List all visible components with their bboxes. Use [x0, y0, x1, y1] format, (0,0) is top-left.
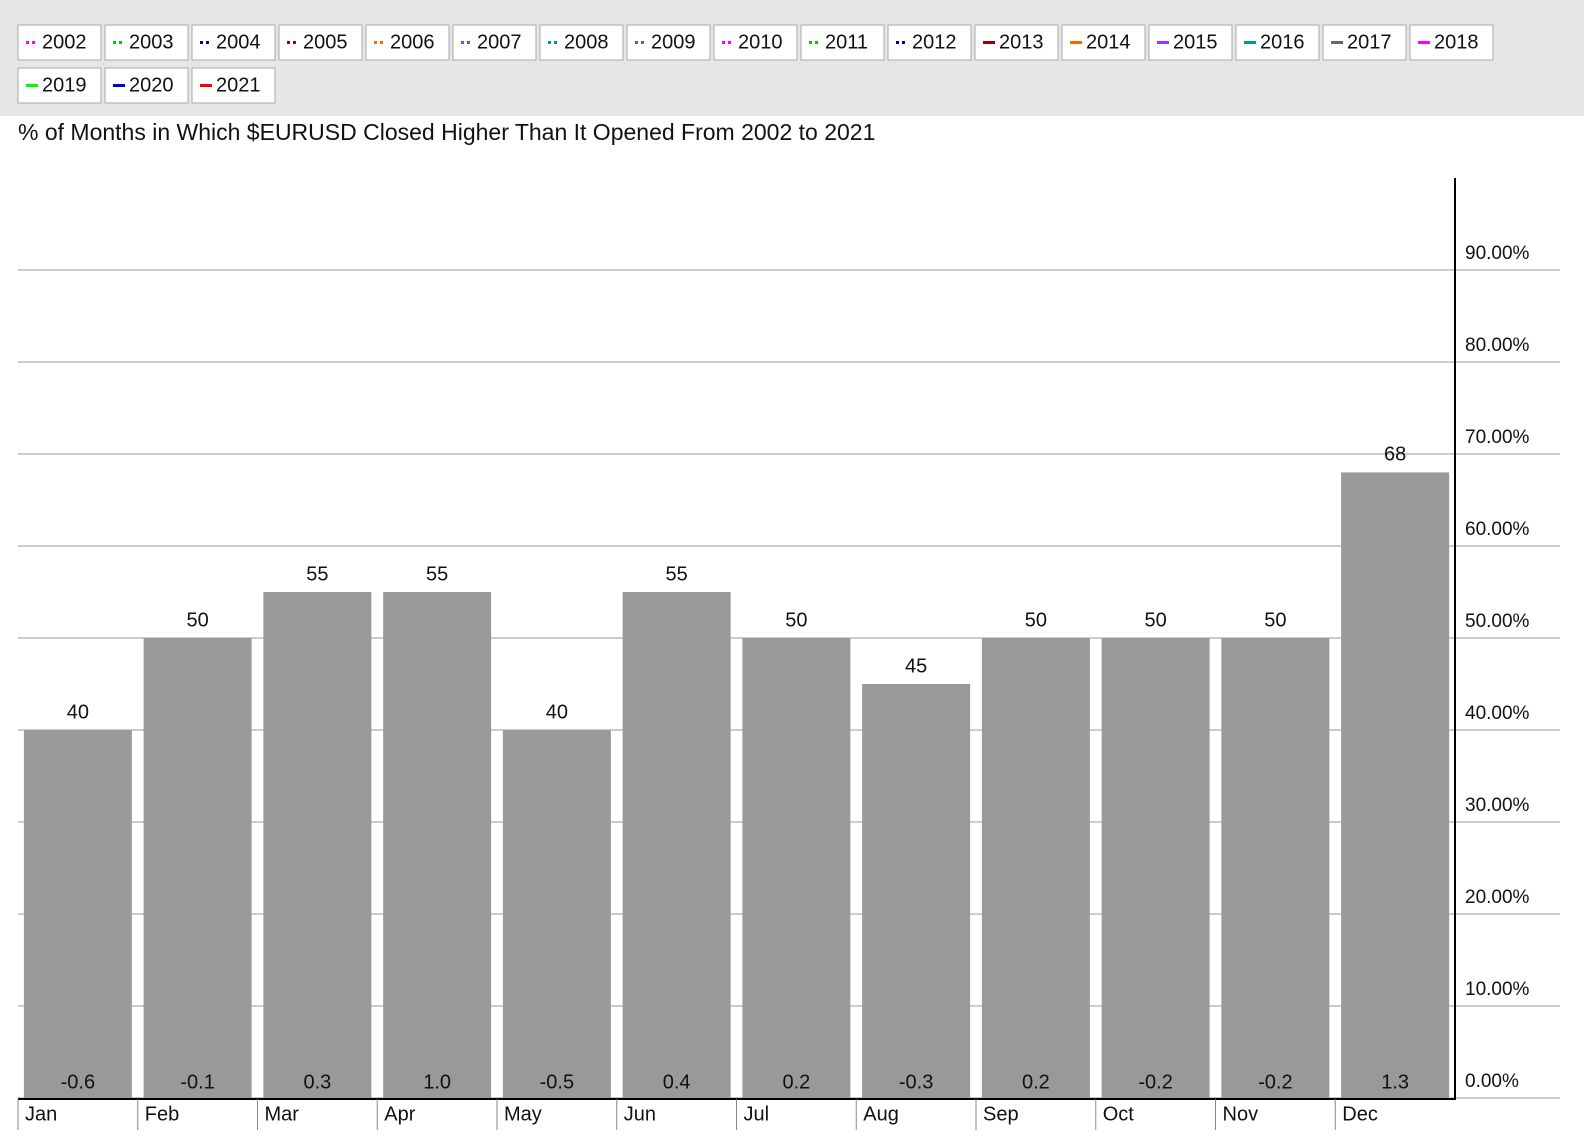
legend-label: 2006	[390, 31, 435, 53]
y-tick-label: 90.00%	[1465, 243, 1530, 264]
legend-label: 2004	[216, 31, 261, 53]
y-tick-label: 60.00%	[1465, 519, 1530, 540]
y-tick-label: 30.00%	[1465, 795, 1530, 816]
value-label: 50	[1025, 609, 1047, 631]
bar	[263, 592, 372, 1098]
legend-label: 2015	[1173, 31, 1218, 53]
legend-box[interactable]	[539, 24, 624, 61]
bar	[862, 684, 971, 1098]
x-tick-label: Feb	[145, 1103, 179, 1125]
value-label: 55	[666, 563, 688, 585]
value-label: 50	[1264, 609, 1286, 631]
y-tick-label: 70.00%	[1465, 427, 1530, 448]
legend-box[interactable]	[365, 24, 450, 61]
change-label: -0.1	[180, 1071, 214, 1093]
x-tick-label: Apr	[384, 1103, 415, 1125]
bar	[1341, 472, 1450, 1098]
bar	[1221, 638, 1330, 1098]
change-label: -0.6	[61, 1071, 95, 1093]
change-label: -0.2	[1138, 1071, 1172, 1093]
x-tick-label: May	[504, 1103, 542, 1125]
legend-box[interactable]	[191, 24, 276, 61]
legend-label: 2014	[1086, 31, 1131, 53]
y-tick-label: 40.00%	[1465, 703, 1530, 724]
change-label: -0.5	[540, 1071, 574, 1093]
bar	[502, 730, 611, 1098]
legend-label: 2013	[999, 31, 1044, 53]
legend-box[interactable]	[452, 24, 537, 61]
legend-box[interactable]	[278, 24, 363, 61]
x-tick-label: Jun	[624, 1103, 656, 1125]
legend-label: 2021	[216, 74, 261, 96]
legend-box[interactable]	[887, 24, 972, 61]
x-tick-label: Jul	[744, 1103, 770, 1125]
legend-box[interactable]	[104, 24, 189, 61]
legend-box[interactable]	[800, 24, 885, 61]
legend-label: 2005	[303, 31, 348, 53]
legend-label: 2003	[129, 31, 174, 53]
y-tick-label: 0.00%	[1465, 1071, 1519, 1092]
x-tick-label: Oct	[1103, 1103, 1135, 1125]
chart-title: % of Months in Which $EURUSD Closed High…	[18, 119, 875, 145]
legend-label: 2018	[1434, 31, 1479, 53]
x-tick-label: Dec	[1342, 1103, 1378, 1125]
legend-label: 2010	[738, 31, 783, 53]
x-tick-label: Jan	[25, 1103, 57, 1125]
legend-label: 2008	[564, 31, 609, 53]
legend-label: 2017	[1347, 31, 1392, 53]
value-label: 50	[187, 609, 209, 631]
legend-label: 2007	[477, 31, 522, 53]
bar	[1101, 638, 1210, 1098]
x-tick-label: Sep	[983, 1103, 1019, 1125]
change-label: 0.2	[1022, 1071, 1050, 1093]
change-label: 0.3	[303, 1071, 331, 1093]
legend-box[interactable]	[713, 24, 798, 61]
legend-label: 2020	[129, 74, 174, 96]
value-label: 40	[546, 701, 568, 723]
bar	[622, 592, 731, 1098]
bar	[742, 638, 851, 1098]
bar	[981, 638, 1090, 1098]
y-tick-label: 80.00%	[1465, 335, 1530, 356]
value-label: 45	[905, 655, 927, 677]
change-label: -0.2	[1258, 1071, 1292, 1093]
value-label: 55	[306, 563, 328, 585]
x-tick-label: Aug	[863, 1103, 899, 1125]
legend-box[interactable]	[17, 24, 102, 61]
legend-label: 2002	[42, 31, 87, 53]
change-label: 0.4	[663, 1071, 691, 1093]
legend-label: 2016	[1260, 31, 1305, 53]
value-label: 50	[785, 609, 807, 631]
value-label: 55	[426, 563, 448, 585]
y-tick-label: 50.00%	[1465, 611, 1530, 632]
legend-label: 2009	[651, 31, 696, 53]
change-label: 1.3	[1381, 1071, 1409, 1093]
change-label: -0.3	[899, 1071, 933, 1093]
legend-label: 2012	[912, 31, 957, 53]
x-tick-label: Mar	[265, 1103, 300, 1125]
x-tick-label: Nov	[1223, 1103, 1259, 1125]
y-tick-label: 20.00%	[1465, 887, 1530, 908]
change-label: 0.2	[782, 1071, 810, 1093]
value-label: 50	[1145, 609, 1167, 631]
legend-box[interactable]	[626, 24, 711, 61]
value-label: 40	[67, 701, 89, 723]
bar	[143, 638, 252, 1098]
y-tick-label: 10.00%	[1465, 979, 1530, 1000]
bar	[23, 730, 132, 1098]
bar	[383, 592, 492, 1098]
change-label: 1.0	[423, 1071, 451, 1093]
legend-label: 2011	[825, 31, 868, 53]
legend-label: 2019	[42, 74, 87, 96]
value-label: 68	[1384, 444, 1406, 466]
